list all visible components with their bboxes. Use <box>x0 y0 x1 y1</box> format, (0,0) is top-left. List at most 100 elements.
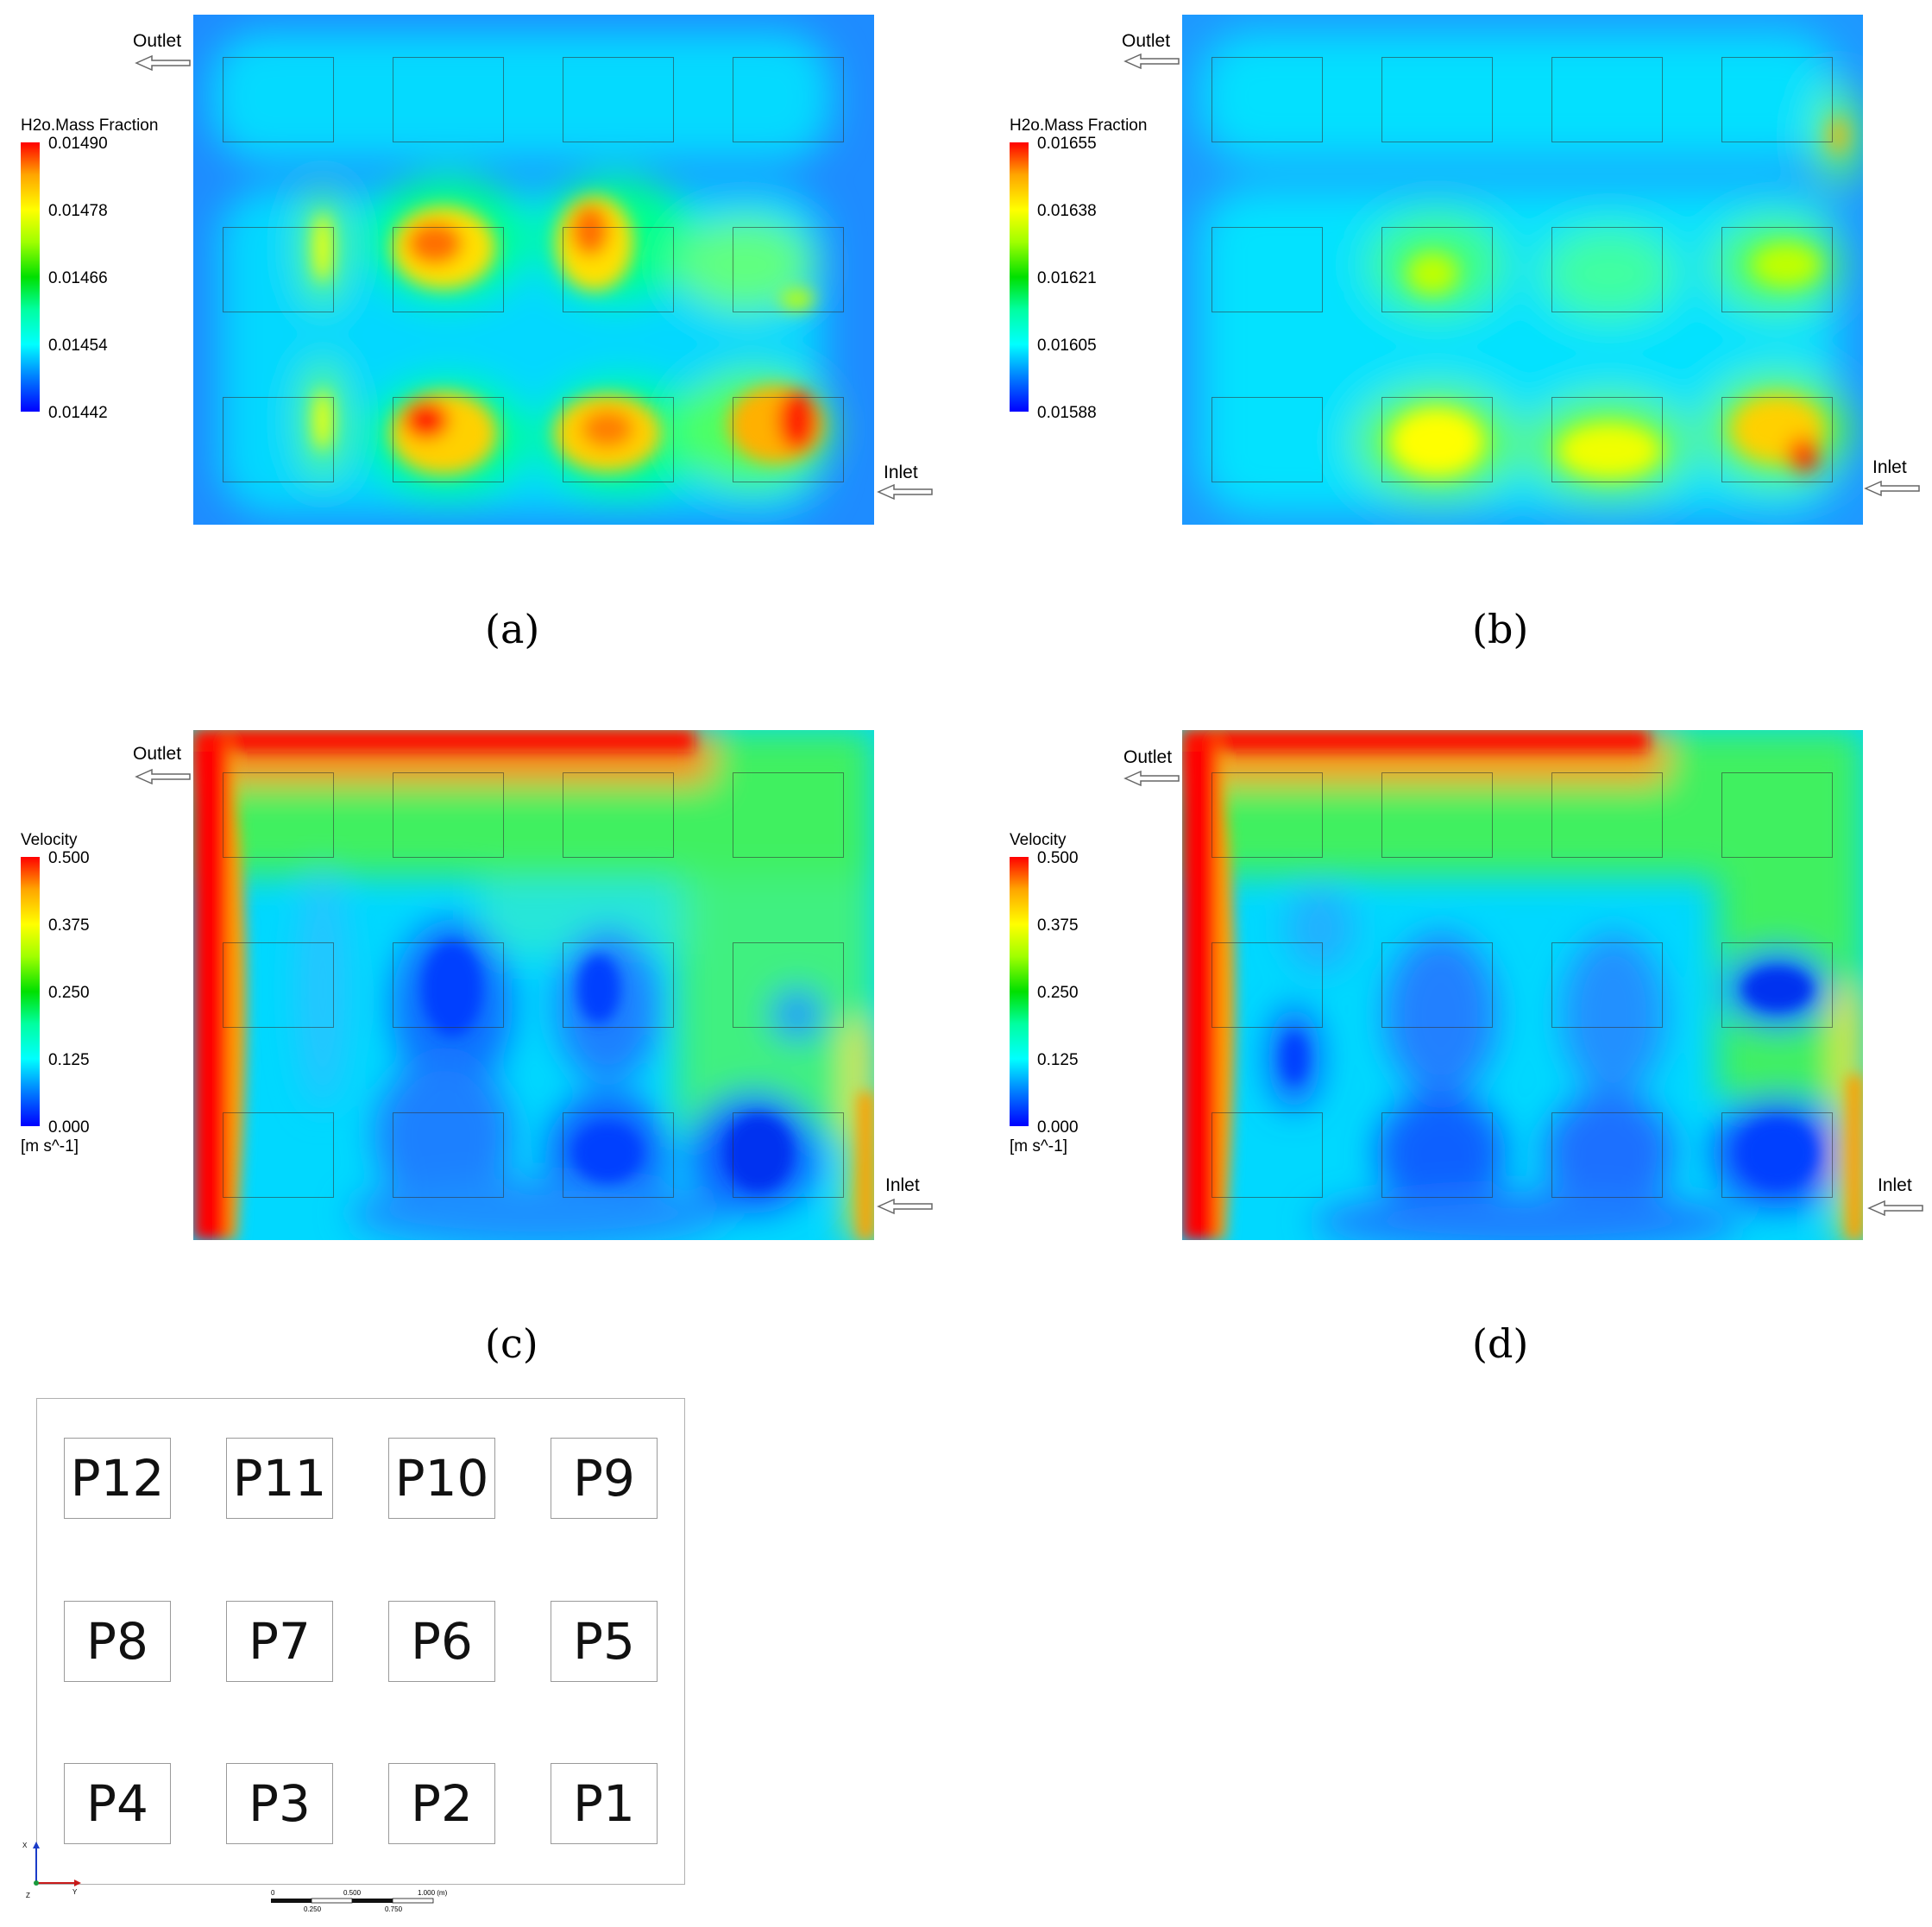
legend-tick: 0.125 <box>1037 1051 1079 1069</box>
plate-outline <box>393 227 504 312</box>
legend-tick: 0.375 <box>1037 916 1079 935</box>
plate-label-box: P4 <box>64 1763 171 1844</box>
panel-caption: (b) <box>1472 606 1529 652</box>
legend-tick: 0.01621 <box>1037 269 1097 287</box>
plate-outline <box>1721 772 1833 858</box>
scale-tick-label: 0.750 <box>385 1905 403 1913</box>
scale-tick-label: 0 <box>271 1889 275 1897</box>
velocity-contour <box>193 730 874 1240</box>
legend-tick: 0.01442 <box>48 404 108 422</box>
contour-field <box>211 32 832 515</box>
outlet-arrow-icon <box>1123 53 1180 70</box>
colorbar <box>1010 857 1029 1126</box>
contour-field <box>1199 32 1860 515</box>
legend-title: H2o.Mass Fraction <box>1010 117 1148 135</box>
plate-outline <box>1211 942 1323 1028</box>
plate-outline <box>1381 942 1493 1028</box>
plate-outline <box>393 57 504 142</box>
outlet-arrow-icon <box>135 768 191 785</box>
legend-tick: 0.375 <box>48 916 90 935</box>
plate-label-box: P12 <box>64 1438 171 1519</box>
plate-outline <box>1211 772 1323 858</box>
plate-outline <box>1721 57 1833 142</box>
outlet-arrow-icon <box>1123 770 1180 787</box>
legend-title: Velocity <box>1010 831 1067 849</box>
plate-outline <box>1721 1112 1833 1198</box>
legend-tick: 0.01605 <box>1037 337 1097 355</box>
contour-field <box>1182 730 1863 1240</box>
scale-tick-label: 1.000 (m) <box>418 1889 448 1897</box>
plate-label-box: P3 <box>226 1763 333 1844</box>
legend-tick: 0.250 <box>48 984 90 1002</box>
outlet-arrow-icon <box>135 54 191 72</box>
outlet-label: Outlet <box>133 744 182 764</box>
plate-outline <box>393 772 504 858</box>
plate-outline <box>733 397 844 482</box>
plate-outline <box>1551 397 1663 482</box>
plate-outline <box>563 397 674 482</box>
plate-label-box: P11 <box>226 1438 333 1519</box>
plate-outline <box>1381 57 1493 142</box>
legend-tick: 0.01490 <box>48 135 108 153</box>
plate-outline <box>393 397 504 482</box>
legend-title: Velocity <box>21 831 78 849</box>
legend-title: H2o.Mass Fraction <box>21 117 159 135</box>
plate-outline <box>733 942 844 1028</box>
axis-label-y: Y <box>72 1888 78 1896</box>
legend-tick: 0.01655 <box>1037 135 1097 153</box>
plate-outline <box>1211 227 1323 312</box>
legend-unit: [m s^-1] <box>1010 1137 1067 1156</box>
plate-label-box: P1 <box>551 1763 658 1844</box>
plate-outline <box>563 1112 674 1198</box>
plate-outline <box>563 227 674 312</box>
mass-fraction-contour <box>193 15 874 525</box>
legend-tick: 0.250 <box>1037 984 1079 1002</box>
legend-tick: 0.01478 <box>48 202 108 220</box>
inlet-arrow-icon <box>877 483 933 501</box>
scale-bar <box>271 1898 434 1904</box>
outlet-label: Outlet <box>1123 747 1173 767</box>
plate-outline <box>1721 942 1833 1028</box>
plate-label-box: P10 <box>388 1438 495 1519</box>
plate-outline <box>1211 1112 1323 1198</box>
plate-outline <box>733 227 844 312</box>
plate-outline <box>1381 397 1493 482</box>
plate-outline <box>733 1112 844 1198</box>
plate-outline <box>1551 942 1663 1028</box>
plate-outline <box>1211 57 1323 142</box>
legend-tick: 0.01588 <box>1037 404 1097 422</box>
inlet-label: Inlet <box>1878 1175 1912 1195</box>
velocity-contour <box>1182 730 1863 1240</box>
layout-frame <box>36 1398 685 1885</box>
legend-tick: 0.500 <box>1037 849 1079 867</box>
plate-outline <box>733 772 844 858</box>
axis-label-z: Z <box>26 1892 30 1899</box>
plate-outline <box>1381 227 1493 312</box>
inlet-arrow-icon <box>877 1198 933 1215</box>
panel-caption: (a) <box>485 606 540 652</box>
plate-outline <box>1381 1112 1493 1198</box>
legend-tick: 0.125 <box>48 1051 90 1069</box>
panel-caption: (d) <box>1472 1320 1529 1367</box>
plate-outline <box>1551 772 1663 858</box>
mass-fraction-contour <box>1182 15 1863 525</box>
legend-tick: 0.000 <box>1037 1118 1079 1137</box>
plate-outline <box>1721 227 1833 312</box>
scale-tick-label: 0.250 <box>304 1905 322 1913</box>
plate-label-box: P9 <box>551 1438 658 1519</box>
plate-outline <box>563 772 674 858</box>
outlet-label: Outlet <box>1122 31 1171 51</box>
plate-outline <box>223 942 334 1028</box>
plate-outline <box>223 1112 334 1198</box>
legend-tick: 0.01466 <box>48 269 108 287</box>
inlet-label: Inlet <box>1872 457 1907 477</box>
plate-outline <box>223 227 334 312</box>
plate-outline <box>1721 397 1833 482</box>
plate-outline <box>1551 227 1663 312</box>
legend-tick: 0.500 <box>48 849 90 867</box>
plate-outline <box>733 57 844 142</box>
colorbar <box>21 142 40 412</box>
plate-label-box: P5 <box>551 1601 658 1682</box>
axis-label-x: X <box>22 1842 28 1849</box>
axis-triad-icon <box>33 1842 81 1886</box>
